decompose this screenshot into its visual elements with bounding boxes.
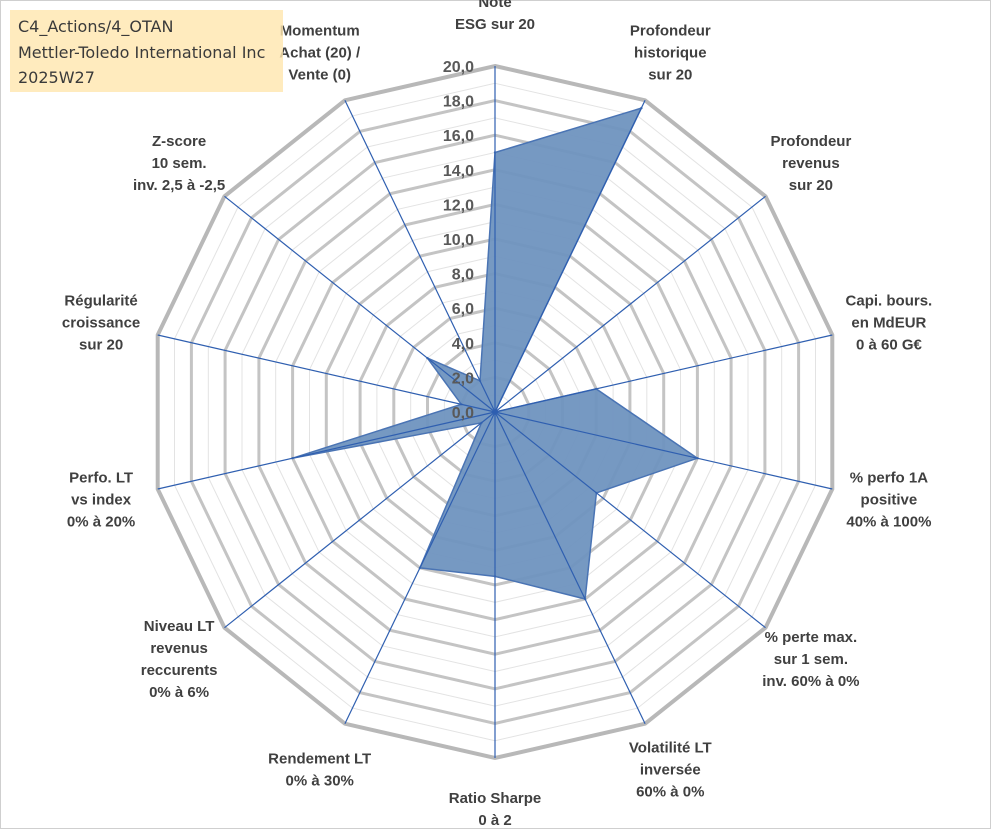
axis-spoke-5 <box>494 411 766 629</box>
axis-spoke-12 <box>224 195 496 413</box>
title-box: C4_Actions/4_OTAN Mettler-Toledo Interna… <box>10 10 283 92</box>
tick-label: 10,0 <box>443 232 474 249</box>
radar-spokes <box>157 66 833 758</box>
title-line-company: Mettler-Toledo International Inc <box>18 43 266 62</box>
title-line-week: 2025W27 <box>18 68 95 87</box>
axis-label-1: Profondeur historique sur 20 <box>630 22 711 83</box>
tick-label: 8,0 <box>452 267 474 284</box>
axis-label-9: Niveau LT revenus reccurents 0% à 6% <box>141 618 218 701</box>
radar-axis-labels: Note ESG sur 20 Profondeur historique sur 20… <box>62 0 932 829</box>
axis-label-10: Perfo. LT vs index 0% à 20% <box>67 470 135 531</box>
axis-label-5: % perte max. sur 1 sem. inv. 60% à 0% <box>762 629 859 690</box>
axis-label-7: Ratio Sharpe 0 à 2 <box>449 790 542 829</box>
tick-label: 2,0 <box>452 370 474 387</box>
tick-label: 14,0 <box>443 163 474 180</box>
axis-label-4: % perfo 1A positive 40% à 100% <box>846 470 931 531</box>
radar-tick-labels: 0,0 2,0 4,0 6,0 8,0 10,0 12,0 14,0 16,0 18,0 20,0 <box>443 59 474 422</box>
axis-spoke-8 <box>344 411 496 724</box>
tick-label: 16,0 <box>443 128 474 145</box>
axis-label-11: Régularité croissance sur 20 <box>62 292 140 353</box>
axis-label-8: Rendement LT 0% à 30% <box>268 751 371 790</box>
axis-label-0: Note ESG sur 20 <box>455 0 535 33</box>
tick-label: 6,0 <box>452 301 474 318</box>
title-line-category: C4_Actions/4_OTAN <box>18 17 174 36</box>
axis-label-13: Momentum Achat (20) / Vente (0) <box>279 22 361 83</box>
axis-spoke-9 <box>224 411 496 629</box>
tick-label: 0,0 <box>452 405 474 422</box>
axis-spoke-2 <box>494 195 766 413</box>
axis-spoke-1 <box>494 100 646 413</box>
axis-label-12: Z-score 10 sem. inv. 2,5 à -2,5 <box>133 133 225 194</box>
axis-label-3: Capi. bours. en MdEUR 0 à 60 G€ <box>846 292 933 353</box>
tick-label: 20,0 <box>443 59 474 76</box>
tick-label: 4,0 <box>452 336 474 353</box>
axis-spoke-11 <box>157 334 496 413</box>
axis-spoke-6 <box>494 411 646 724</box>
axis-spoke-13 <box>344 100 496 413</box>
axis-label-2: Profondeur revenus sur 20 <box>770 133 851 194</box>
axis-spoke-3 <box>494 334 833 413</box>
tick-label: 18,0 <box>443 94 474 111</box>
axis-spoke-10 <box>157 411 496 490</box>
axis-spoke-4 <box>494 411 833 490</box>
axis-label-6: Volatilité LT inversée 60% à 0% <box>629 740 712 801</box>
tick-label: 12,0 <box>443 197 474 214</box>
